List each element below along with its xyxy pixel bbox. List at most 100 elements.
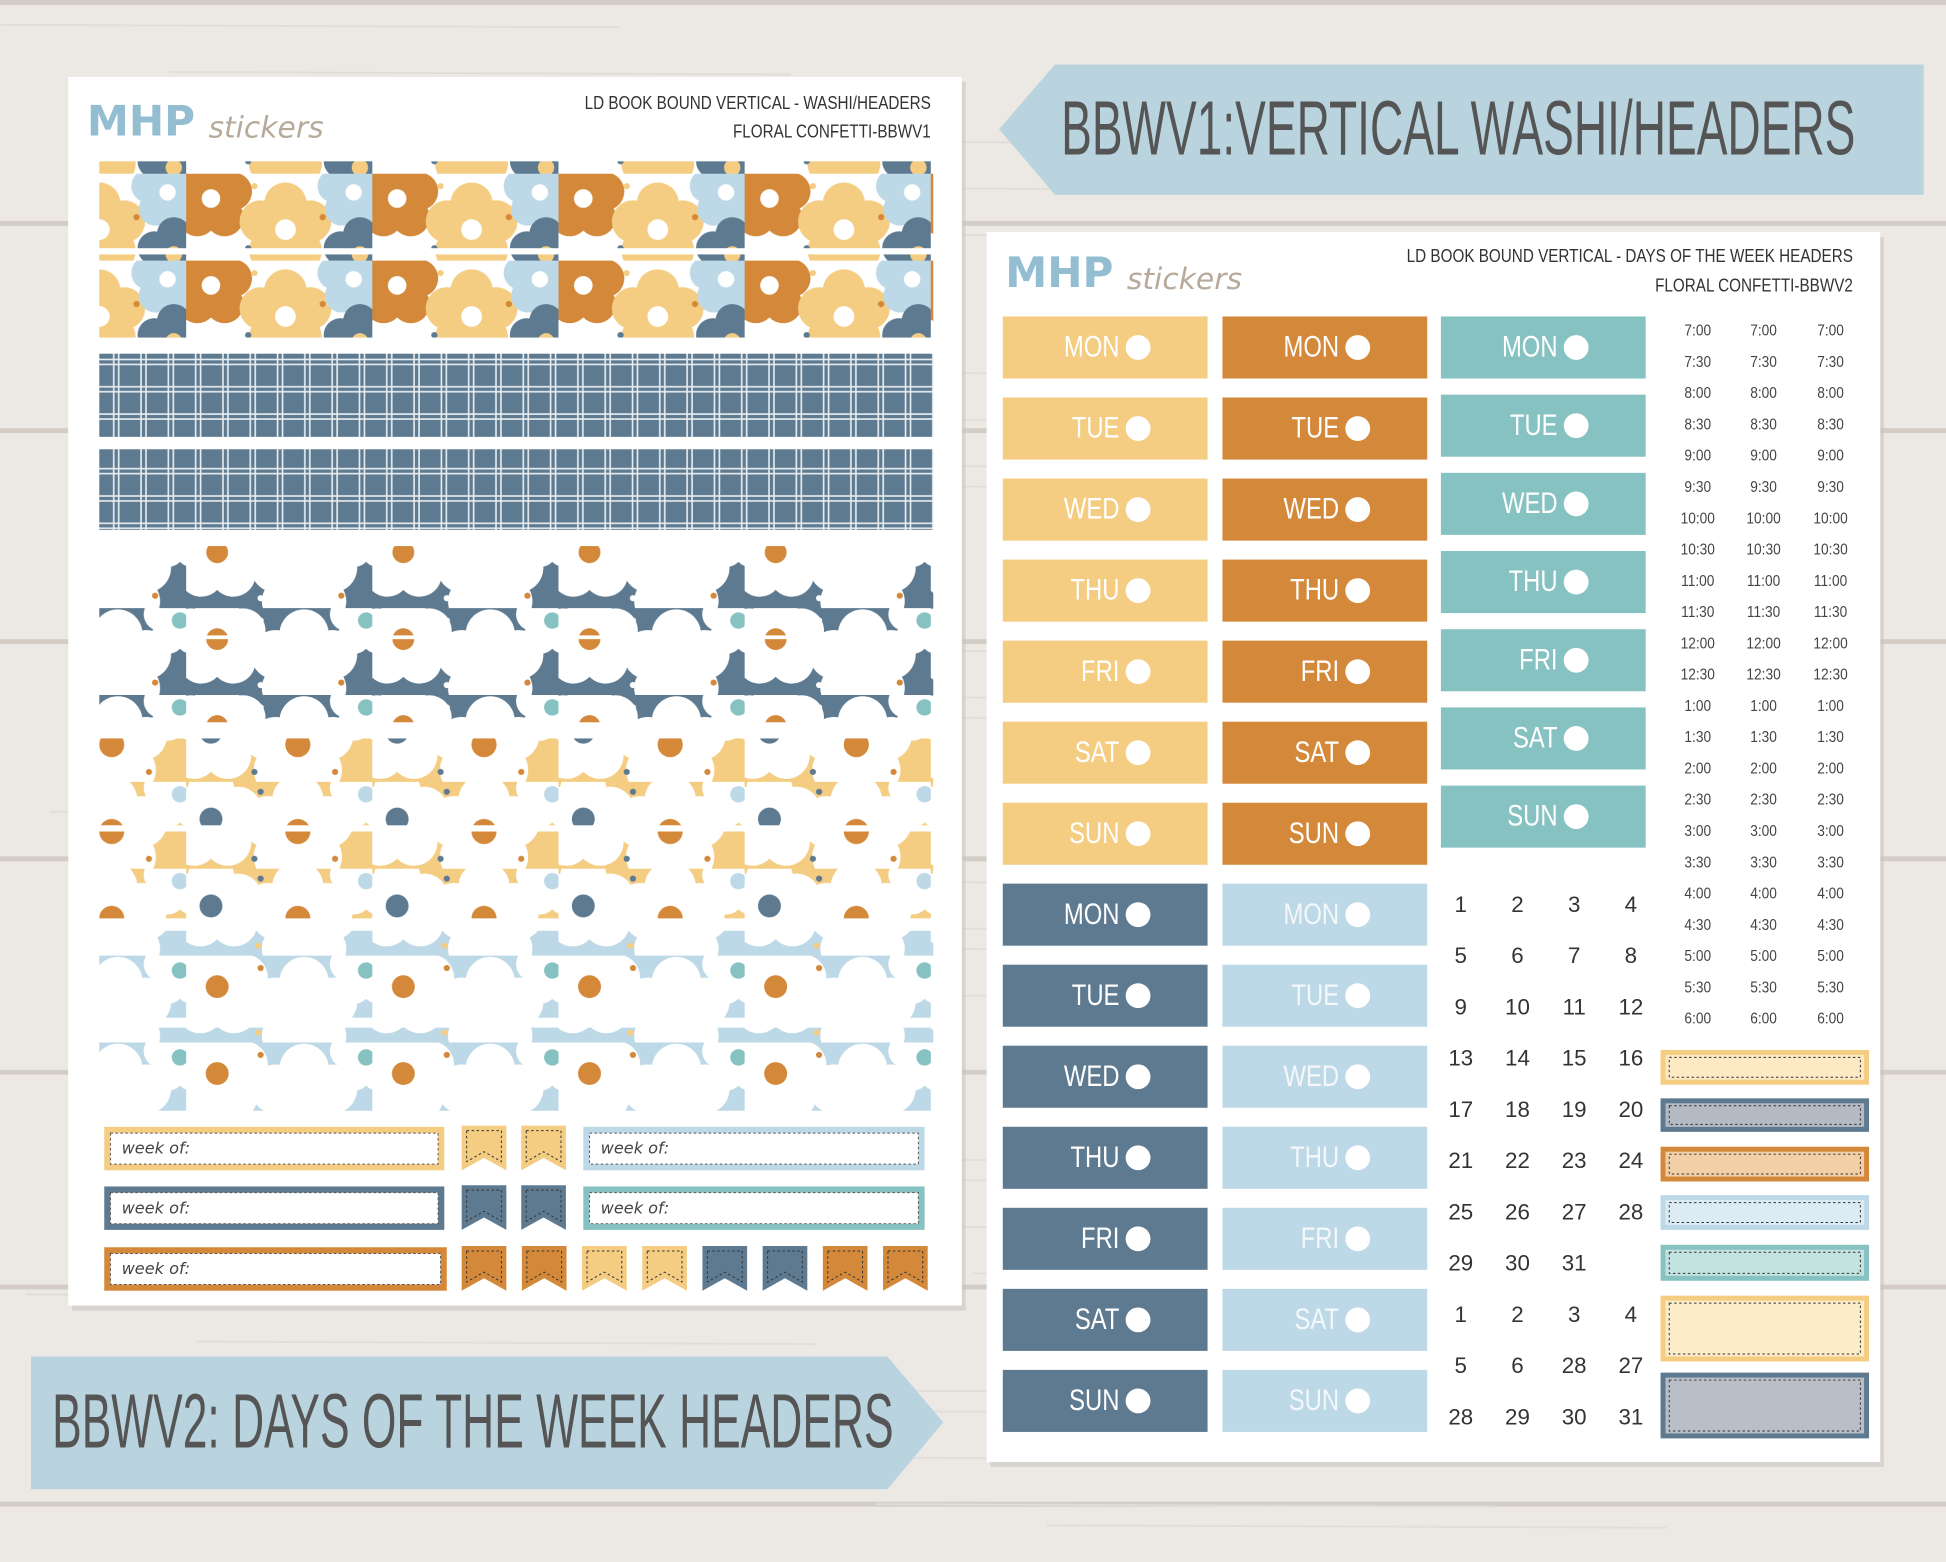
time-label: 8:30 [1684,415,1711,433]
day-dot [1345,1307,1371,1333]
day-dot [1345,1226,1371,1252]
time-label: 9:00 [1750,447,1777,465]
day-dot [1125,335,1151,360]
day-dot [1125,497,1151,522]
time-label: 11:30 [1814,603,1847,621]
label-stitch [1668,1302,1861,1355]
plank-seam [0,1284,1946,1290]
day-dot [1345,740,1371,766]
time-label: 8:00 [1684,384,1711,402]
day-header [1222,1288,1428,1351]
day-text: SAT [1295,1302,1340,1335]
day-text: THU [1509,565,1558,598]
time-label: 4:00 [1750,885,1777,903]
time-label: 11:00 [1681,572,1714,590]
flag-sticker [762,1246,808,1291]
day-header [1002,397,1208,460]
day-dot [1345,578,1371,604]
time-label: 11:00 [1814,572,1847,590]
time-label: 7:30 [1684,353,1711,371]
time-label: 10:30 [1813,541,1847,559]
day-dot [1563,726,1589,751]
washi-strip [99,353,934,437]
flag-sticker [702,1246,748,1291]
day-text: SAT [1075,735,1120,768]
date-number: 18 [1505,1097,1530,1122]
day-text: WED [1284,492,1340,525]
label-stitch [1668,1105,1861,1125]
day-header [1222,478,1428,541]
day-header [1222,1126,1428,1189]
time-label: 6:00 [1684,1010,1711,1028]
time-label: 3:00 [1750,822,1777,840]
plank-seam [0,220,1946,226]
time-label: 12:00 [1746,634,1780,652]
date-number: 28 [1618,1199,1643,1224]
time-label: 9:00 [1817,447,1844,465]
day-text: TUE [1291,411,1339,444]
day-text: SUN [1069,816,1119,849]
washi-strip [99,639,934,723]
day-text: MON [1064,897,1120,930]
date-number: 15 [1562,1046,1587,1071]
week-of-inner [109,1252,442,1285]
logo-brand: MHP [1005,248,1113,297]
time-label: 9:30 [1817,478,1844,496]
time-label: 3:30 [1817,853,1844,871]
day-header [1222,640,1428,703]
time-label: 1:30 [1750,728,1777,746]
day-dot [1563,491,1589,517]
plank-seam [0,856,1946,862]
time-label: 4:00 [1817,885,1844,903]
time-label: 5:30 [1684,978,1711,996]
flag-stitch [887,1250,924,1283]
date-number: 21 [1448,1148,1473,1173]
day-text: FRI [1301,654,1339,687]
date-number: 1 [1455,892,1467,917]
day-header [1002,802,1208,865]
day-header [1002,964,1208,1027]
logo-script: stickers [208,111,323,146]
day-dot [1563,569,1589,595]
flag-sticker [883,1246,928,1291]
day-header [1002,1207,1208,1270]
time-label: 10:00 [1813,509,1847,527]
flag-stitch [525,1130,562,1163]
day-dot [1125,1307,1151,1333]
day-text: FRI [1519,643,1557,676]
day-text: MON [1064,330,1120,363]
flag-stitch [526,1250,563,1283]
day-text: SAT [1075,1302,1120,1335]
day-dot [1125,983,1151,1009]
flag-sticker [582,1246,627,1291]
date-number: 3 [1568,892,1580,917]
day-header [1002,883,1208,946]
day-header [1440,551,1646,614]
week-of-inner [589,1192,919,1225]
date-number: 16 [1618,1046,1643,1071]
time-label: 3:00 [1817,822,1844,840]
day-text: SAT [1295,735,1340,768]
date-number: 29 [1448,1251,1473,1276]
day-text: WED [1502,486,1558,519]
date-number: 22 [1505,1148,1530,1173]
day-header [1222,397,1428,460]
day-text: WED [1064,492,1120,525]
date-number: 31 [1562,1251,1587,1276]
time-label: 7:30 [1817,353,1844,371]
time-label: 4:30 [1684,916,1711,934]
time-label: 2:30 [1750,791,1777,809]
date-number: 2 [1511,892,1523,917]
flag-stitch [767,1250,803,1283]
time-label: 1:00 [1750,697,1777,715]
day-dot [1345,416,1371,441]
label-stitch [1668,1153,1861,1175]
wood-grain [0,23,621,29]
day-text: MON [1502,330,1558,363]
day-text: WED [1064,1059,1120,1092]
date-number: 27 [1618,1353,1643,1378]
day-dot [1125,1145,1151,1171]
time-label: 1:00 [1684,697,1711,715]
label-stitch [1668,1202,1861,1223]
date-number: 4 [1625,1302,1637,1327]
